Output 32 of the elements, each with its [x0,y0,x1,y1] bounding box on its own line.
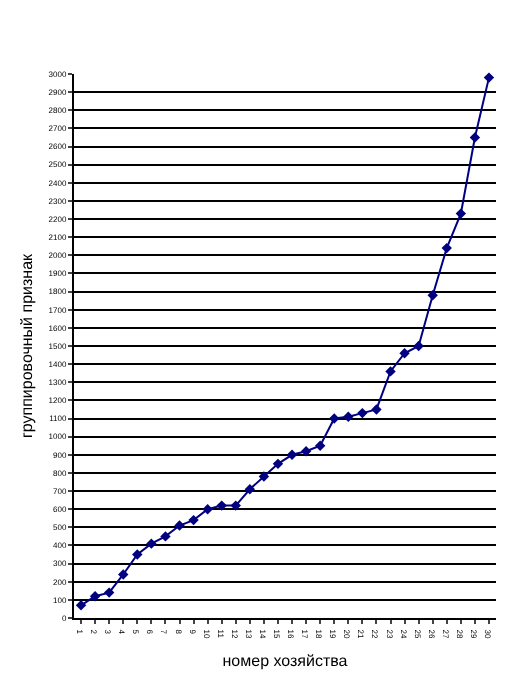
point [314,440,326,451]
point [244,484,256,495]
point [160,531,171,542]
point [399,348,410,359]
point [146,538,157,549]
point [483,72,495,83]
x-axis-title: номер хозяйства [222,652,349,671]
point [258,471,270,482]
point [357,407,368,419]
point [230,500,241,511]
point [413,340,424,352]
point [371,404,382,415]
point [441,242,452,254]
point [427,290,438,301]
point [216,500,227,511]
point [188,514,199,526]
point [300,445,312,457]
point [132,549,143,560]
point [89,591,101,602]
point [202,504,213,515]
point [385,366,396,377]
point [174,520,185,531]
point [329,413,340,424]
point [118,569,129,580]
point [469,132,481,143]
y-axis-title: группировочный признак [17,252,36,439]
point [75,600,87,611]
point [343,411,354,422]
point [455,208,467,219]
point [272,458,284,470]
point [103,587,115,598]
point [286,449,298,460]
